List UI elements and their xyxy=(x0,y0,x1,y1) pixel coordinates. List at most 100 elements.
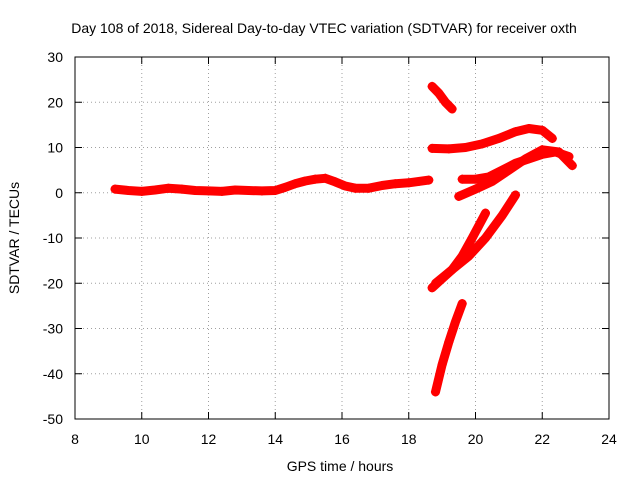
data-point xyxy=(460,143,470,152)
data-point xyxy=(150,185,160,195)
y-tick-label: 0 xyxy=(55,185,63,201)
data-point xyxy=(430,387,440,397)
data-point xyxy=(340,181,350,191)
x-tick-label: 24 xyxy=(601,431,617,447)
data-point xyxy=(290,179,300,189)
data-point xyxy=(190,185,200,195)
series-7 xyxy=(430,190,521,288)
data-point xyxy=(424,175,434,185)
series-trace xyxy=(431,190,520,288)
data-point xyxy=(177,184,187,194)
data-point xyxy=(487,176,497,186)
y-tick-label: 10 xyxy=(47,140,63,156)
data-point xyxy=(481,208,491,218)
data-point xyxy=(404,178,414,188)
x-axis-label: GPS time / hours xyxy=(287,458,394,474)
data-point xyxy=(310,174,320,184)
x-tick-labels: 8 10 12 14 16 18 20 22 24 xyxy=(71,431,617,447)
data-point xyxy=(521,154,531,164)
data-point xyxy=(123,185,133,195)
data-point xyxy=(230,185,240,195)
data-point xyxy=(414,176,424,186)
series-8 xyxy=(430,299,467,397)
series-trace xyxy=(427,81,457,114)
data-point xyxy=(454,191,464,201)
data-point xyxy=(497,210,507,220)
axis-ticks xyxy=(74,56,610,420)
data-point xyxy=(537,145,547,155)
data-point xyxy=(364,183,374,193)
data-point xyxy=(477,139,487,149)
data-point xyxy=(377,181,387,191)
x-tick-label: 14 xyxy=(267,431,283,447)
data-point xyxy=(350,183,360,193)
data-point xyxy=(444,144,454,154)
data-point xyxy=(430,278,440,288)
data-point xyxy=(524,123,534,133)
data-point xyxy=(464,251,474,261)
y-tick-label: -40 xyxy=(43,366,63,382)
data-point xyxy=(217,186,227,196)
data-point xyxy=(204,186,213,196)
data-series xyxy=(110,81,577,397)
data-point xyxy=(511,127,521,137)
data-point xyxy=(467,233,477,243)
data-point xyxy=(554,147,564,157)
y-tick-label: -50 xyxy=(43,411,63,427)
data-point xyxy=(537,125,547,135)
data-point xyxy=(163,183,173,193)
data-point xyxy=(481,233,491,243)
data-point xyxy=(450,317,460,327)
data-point xyxy=(547,133,557,143)
data-point xyxy=(257,186,267,196)
data-point xyxy=(471,184,480,194)
data-point xyxy=(244,185,254,195)
data-point xyxy=(330,177,340,187)
data-point xyxy=(457,174,467,184)
y-tick-labels: -50 -40 -30 -20 -10 0 10 20 30 xyxy=(43,49,63,427)
y-tick-label: 30 xyxy=(47,49,63,65)
chart-title: Day 108 of 2018, Sidereal Day-to-day VTE… xyxy=(71,20,577,36)
y-tick-label: -10 xyxy=(43,230,63,246)
y-tick-label: -30 xyxy=(43,321,63,337)
data-point xyxy=(504,165,514,175)
data-point xyxy=(447,104,457,114)
data-point xyxy=(427,143,437,153)
series-1 xyxy=(110,173,434,196)
series-3 xyxy=(427,123,557,154)
x-tick-label: 20 xyxy=(468,431,484,447)
data-point xyxy=(110,184,120,194)
x-tick-label: 22 xyxy=(534,431,550,447)
y-axis-label: SDTVAR / TECUs xyxy=(6,182,22,294)
x-tick-label: 10 xyxy=(134,431,150,447)
x-tick-label: 8 xyxy=(71,431,79,447)
series-2 xyxy=(427,81,457,114)
data-point xyxy=(440,97,450,107)
grid-lines xyxy=(75,57,609,419)
data-point xyxy=(447,265,457,275)
x-tick-label: 16 xyxy=(334,431,350,447)
data-point xyxy=(457,299,467,309)
data-point xyxy=(434,88,444,98)
data-point xyxy=(137,186,147,196)
data-point xyxy=(300,176,310,186)
y-tick-label: 20 xyxy=(47,94,63,110)
data-point xyxy=(567,161,577,171)
data-point xyxy=(320,173,330,183)
data-point xyxy=(444,337,454,347)
series-trace xyxy=(431,299,467,397)
data-point xyxy=(390,179,400,189)
y-tick-label: -20 xyxy=(43,275,63,291)
data-point xyxy=(471,174,480,184)
data-point xyxy=(511,190,521,200)
data-point xyxy=(427,81,437,91)
data-point xyxy=(494,133,504,143)
x-tick-label: 12 xyxy=(201,431,217,447)
data-point xyxy=(280,182,290,192)
series-trace xyxy=(427,124,557,154)
series-5 xyxy=(454,145,577,201)
x-tick-label: 18 xyxy=(401,431,417,447)
data-point xyxy=(437,360,447,370)
data-point xyxy=(270,185,280,195)
